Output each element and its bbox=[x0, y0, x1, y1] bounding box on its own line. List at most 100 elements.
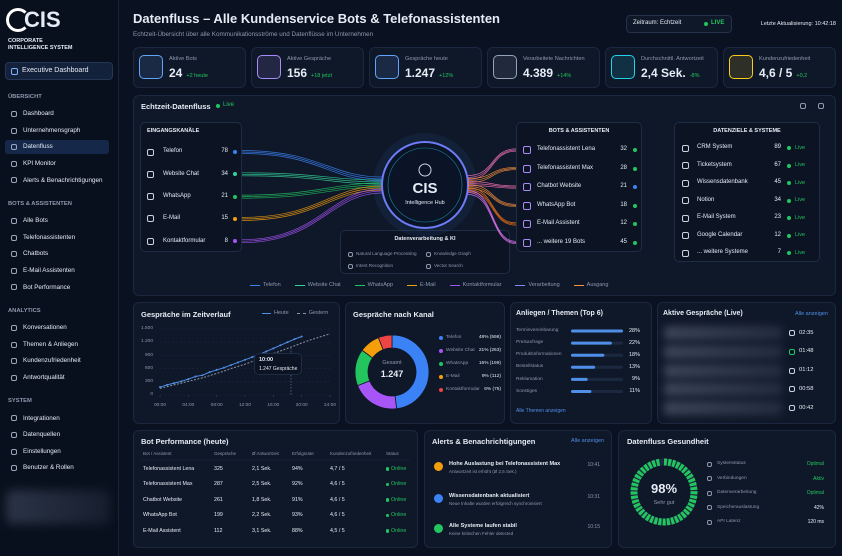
alert-text: Antwortzeit ist erhöht (Ø 2,5 Sek.) bbox=[449, 469, 517, 475]
legend-label: Gestern bbox=[308, 310, 329, 316]
metric-value: Optimal bbox=[806, 461, 824, 467]
kpi-value-row: 2,4 Sek. -8% bbox=[641, 66, 699, 80]
nav-item[interactable]: E-Mail Assistenten bbox=[23, 267, 75, 275]
nav-icon bbox=[11, 251, 17, 258]
column-header: Status bbox=[386, 451, 399, 457]
nav-icon bbox=[11, 374, 17, 381]
legend-label: Telefon bbox=[446, 335, 462, 341]
nav-item[interactable]: Bot Performance bbox=[23, 283, 71, 291]
y-tick-label: 900 bbox=[144, 352, 153, 358]
panel-title: Datenfluss Gesundheit bbox=[627, 436, 709, 446]
table-cell: 287 bbox=[214, 481, 223, 488]
legend-dot bbox=[439, 388, 443, 392]
kpi-value: 24 bbox=[169, 66, 183, 80]
panel-link[interactable]: Alle anzeigen bbox=[794, 310, 828, 317]
table-cell: 199 bbox=[214, 512, 223, 519]
nav-item[interactable]: Einstellungen bbox=[23, 447, 61, 455]
target-icon bbox=[682, 144, 689, 152]
nav-item[interactable]: Unternehmensgraph bbox=[23, 126, 81, 134]
target-icon bbox=[682, 249, 689, 257]
view-toggle[interactable] bbox=[800, 103, 806, 109]
kpi-icon bbox=[611, 55, 635, 79]
bot-name: Telefonassistent Max bbox=[537, 164, 594, 171]
nav-item[interactable]: Dashboard bbox=[23, 110, 54, 118]
bot-status-dot bbox=[633, 166, 637, 171]
home-button[interactable] bbox=[5, 62, 113, 80]
period-selector[interactable] bbox=[626, 15, 732, 33]
value-label: 18% bbox=[628, 351, 640, 358]
nav-item[interactable]: Datenfluss bbox=[23, 143, 53, 151]
target-dot bbox=[787, 251, 791, 255]
hub-title: CIS bbox=[412, 180, 438, 197]
panel-link[interactable]: Alle Themen anzeigen bbox=[516, 408, 566, 414]
nav-item[interactable]: Alerts & Benachrichtigungen bbox=[23, 176, 103, 184]
legend-label: E-Mail bbox=[420, 282, 436, 288]
nav-item[interactable]: KPI Monitor bbox=[23, 160, 56, 168]
nav-icon bbox=[11, 448, 17, 455]
metric-icon bbox=[707, 505, 712, 510]
legend-dot bbox=[439, 336, 443, 340]
table-cell: 91% bbox=[292, 496, 303, 503]
topic-name: Produktinformationen bbox=[516, 352, 562, 358]
table-cell: 2,2 Sek. bbox=[252, 512, 272, 519]
kpi-delta: -8% bbox=[689, 73, 700, 79]
expand-button[interactable] bbox=[818, 103, 824, 109]
nav-item[interactable]: Telefonassistenten bbox=[23, 233, 76, 241]
legend-label: Kontaktformular bbox=[462, 282, 502, 288]
channel-icon bbox=[789, 405, 795, 412]
channel-name: E-Mail bbox=[163, 215, 181, 222]
table-cell: 3,1 Sek. bbox=[252, 527, 272, 534]
metric-value: 42% bbox=[813, 504, 824, 511]
column-title: BOTS & ASSISTENTEN bbox=[548, 127, 610, 134]
nav-item[interactable]: Datenquellen bbox=[23, 431, 61, 439]
channel-name: Kontaktformular bbox=[163, 237, 206, 244]
legend-dot bbox=[439, 349, 443, 353]
table-cell: 4,6 / 5 bbox=[330, 496, 345, 503]
table-cell: 1,8 Sek. bbox=[252, 496, 272, 503]
table-cell: 112 bbox=[214, 527, 223, 534]
metric-name: Datenverarbeitung bbox=[717, 490, 757, 496]
legend-label: Verarbeitung bbox=[528, 282, 560, 288]
alert-time: 10:41 bbox=[587, 462, 600, 468]
kpi-card bbox=[723, 47, 836, 88]
channel-icon bbox=[789, 330, 795, 336]
nav-item[interactable]: Kundenzufriedenheit bbox=[23, 357, 81, 365]
nav-item[interactable]: Alle Bots bbox=[23, 217, 48, 225]
bot-icon bbox=[523, 220, 531, 228]
nav-item[interactable]: Themen & Anliegen bbox=[23, 340, 78, 348]
panel-link[interactable]: Alle anzeigen bbox=[570, 437, 604, 444]
kpi-label: Gespräche heute bbox=[405, 55, 448, 62]
nav-item[interactable]: Konversationen bbox=[23, 324, 67, 332]
channel-count: 15 bbox=[221, 215, 228, 222]
table-cell: 325 bbox=[214, 465, 223, 472]
target-name: CRM System bbox=[697, 144, 733, 151]
alert-title: Alle Systeme laufen stabil bbox=[449, 522, 517, 529]
bot-count: 28 bbox=[620, 164, 627, 171]
topic-name: Sonstiges bbox=[516, 388, 538, 394]
channel-icon bbox=[147, 237, 154, 245]
metric-value: Aktiv bbox=[813, 475, 824, 482]
conversation-duration: 00:42 bbox=[799, 404, 814, 411]
kpi-label: Aktive Bots bbox=[169, 55, 197, 62]
nav-icon bbox=[11, 234, 17, 241]
legend-item: E-Mail bbox=[407, 282, 436, 289]
table-cell: Online bbox=[391, 465, 407, 472]
nav-item[interactable]: Chatbots bbox=[23, 250, 49, 258]
y-tick-label: 300 bbox=[144, 378, 153, 384]
table-cell: 2,5 Sek. bbox=[252, 481, 272, 488]
center-label: Gesamt bbox=[382, 359, 402, 366]
alerts-panel bbox=[424, 430, 612, 548]
nav-item[interactable]: Antwortqualität bbox=[23, 374, 65, 382]
status-dot bbox=[385, 467, 390, 471]
nav-item[interactable]: Integrationen bbox=[23, 414, 60, 422]
processing-item: Knowledge Graph bbox=[434, 251, 471, 257]
nav-section-title: BOTS & ASSISTENTEN bbox=[8, 200, 72, 207]
value-label: 22% bbox=[628, 339, 640, 346]
bot-name: Chatbot Website bbox=[537, 183, 582, 190]
bot-count: 32 bbox=[620, 146, 627, 153]
table-cell: WhatsApp Bot bbox=[143, 512, 177, 519]
processing-title: Datenverarbeitung & KI bbox=[394, 235, 456, 242]
blurred-conversation bbox=[664, 326, 782, 340]
nav-item[interactable]: Benutzer & Rollen bbox=[23, 464, 74, 472]
metric-name: Speicherauslastung bbox=[717, 504, 760, 510]
